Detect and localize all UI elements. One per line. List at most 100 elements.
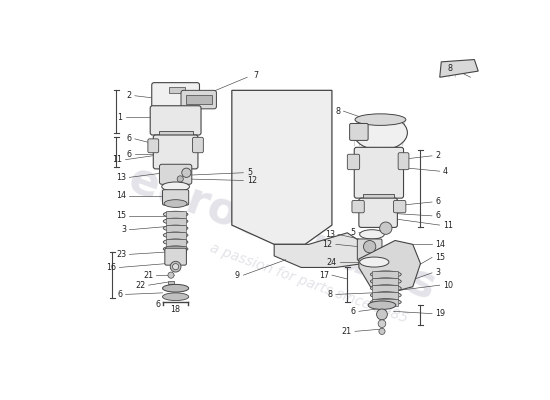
Text: 17: 17 [318,271,329,280]
Bar [159,131,192,137]
Text: eurocarparts: eurocarparts [122,157,442,308]
Bar [372,271,398,278]
Text: 5: 5 [351,228,356,237]
Text: 11: 11 [443,221,453,230]
Text: 12: 12 [322,240,333,249]
FancyBboxPatch shape [165,248,186,265]
Bar [166,246,186,253]
Text: 8: 8 [328,290,333,299]
Bar [372,292,398,299]
Ellipse shape [360,257,389,267]
FancyBboxPatch shape [192,137,204,153]
Ellipse shape [163,239,188,245]
Text: a passion for parts since 1985: a passion for parts since 1985 [208,240,410,325]
Text: 21: 21 [143,271,153,280]
Ellipse shape [163,293,189,300]
Bar [166,211,186,218]
Circle shape [173,264,179,270]
Ellipse shape [163,218,188,224]
Ellipse shape [162,182,189,191]
FancyBboxPatch shape [152,83,200,110]
Text: 18: 18 [170,305,180,314]
FancyBboxPatch shape [352,200,364,213]
Bar [363,194,394,200]
FancyBboxPatch shape [348,154,360,170]
Text: 1: 1 [118,113,123,122]
Text: 6: 6 [126,134,132,143]
FancyBboxPatch shape [181,90,217,109]
FancyBboxPatch shape [354,147,404,198]
Text: 9: 9 [234,271,240,280]
Bar [166,218,186,225]
Text: 24: 24 [326,258,337,266]
Ellipse shape [368,301,396,310]
Text: 15: 15 [435,253,446,262]
Text: 7: 7 [254,71,258,80]
Bar [372,285,398,292]
Text: 22: 22 [135,281,146,290]
Ellipse shape [163,246,188,252]
FancyBboxPatch shape [398,153,409,170]
FancyBboxPatch shape [153,135,198,169]
Text: 21: 21 [342,327,352,336]
Ellipse shape [163,211,188,218]
Circle shape [379,328,385,334]
Text: 13: 13 [325,230,335,239]
Text: 5: 5 [248,168,252,177]
Text: 3: 3 [122,225,126,234]
Text: 2: 2 [126,91,132,100]
Circle shape [182,168,191,177]
Ellipse shape [163,284,189,292]
Text: 6: 6 [155,300,160,309]
Text: 6: 6 [435,198,440,206]
Circle shape [364,240,376,253]
Bar [166,225,186,232]
Circle shape [170,261,181,272]
Text: 16: 16 [106,263,117,272]
Text: 6: 6 [351,307,356,316]
Text: 8: 8 [336,107,340,116]
Polygon shape [274,233,371,268]
Polygon shape [232,90,332,244]
Text: 19: 19 [435,309,446,318]
Text: 11: 11 [113,155,123,164]
Bar [169,86,185,93]
Text: 14: 14 [435,240,445,249]
Text: 8: 8 [448,64,453,72]
Ellipse shape [354,115,408,150]
FancyBboxPatch shape [163,190,189,205]
FancyBboxPatch shape [148,139,159,153]
Bar [372,299,398,306]
Text: 4: 4 [443,167,448,176]
Ellipse shape [370,285,401,292]
FancyBboxPatch shape [358,239,382,260]
Ellipse shape [370,292,401,299]
Text: 6: 6 [126,150,132,159]
Ellipse shape [370,271,401,278]
Bar [372,278,398,285]
Ellipse shape [163,225,188,231]
Ellipse shape [370,299,401,306]
Circle shape [379,222,392,234]
Ellipse shape [360,230,384,239]
Text: 23: 23 [116,250,126,259]
Circle shape [378,320,386,328]
Circle shape [377,309,387,320]
Circle shape [177,176,183,182]
Bar [166,232,186,239]
Ellipse shape [370,278,401,285]
Text: 13: 13 [117,173,126,182]
Text: 12: 12 [248,176,257,185]
Bar [168,280,174,284]
Ellipse shape [164,200,187,207]
Bar [166,239,186,246]
Ellipse shape [163,232,188,238]
Polygon shape [359,240,421,293]
FancyBboxPatch shape [359,198,397,228]
Text: 15: 15 [116,211,126,220]
Ellipse shape [355,114,406,125]
Text: 10: 10 [443,281,453,290]
Text: 3: 3 [435,268,440,277]
Circle shape [168,272,174,278]
Polygon shape [440,60,478,77]
